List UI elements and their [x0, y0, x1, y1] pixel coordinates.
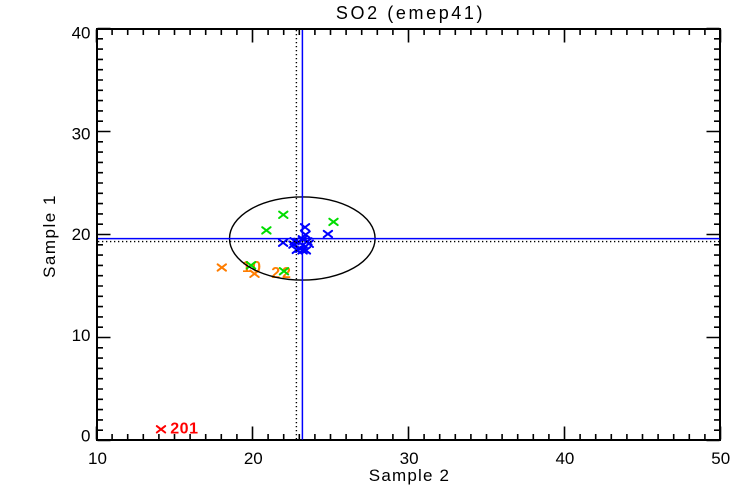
svg-text:30: 30: [72, 124, 91, 143]
svg-text:20: 20: [72, 225, 91, 244]
svg-text:50: 50: [711, 449, 730, 468]
svg-text:30: 30: [400, 449, 419, 468]
svg-text:10: 10: [88, 449, 107, 468]
svg-text:40: 40: [555, 449, 574, 468]
svg-text:Sample 2: Sample 2: [369, 466, 450, 485]
svg-text:Sample 1: Sample 1: [40, 194, 59, 278]
svg-text:20: 20: [244, 449, 263, 468]
svg-text:SO2 (emep41): SO2 (emep41): [336, 3, 485, 23]
svg-text:201: 201: [170, 421, 199, 438]
svg-text:40: 40: [72, 24, 91, 43]
svg-text:10: 10: [72, 326, 91, 345]
svg-text:10: 10: [242, 259, 262, 276]
svg-text:0: 0: [81, 427, 90, 446]
